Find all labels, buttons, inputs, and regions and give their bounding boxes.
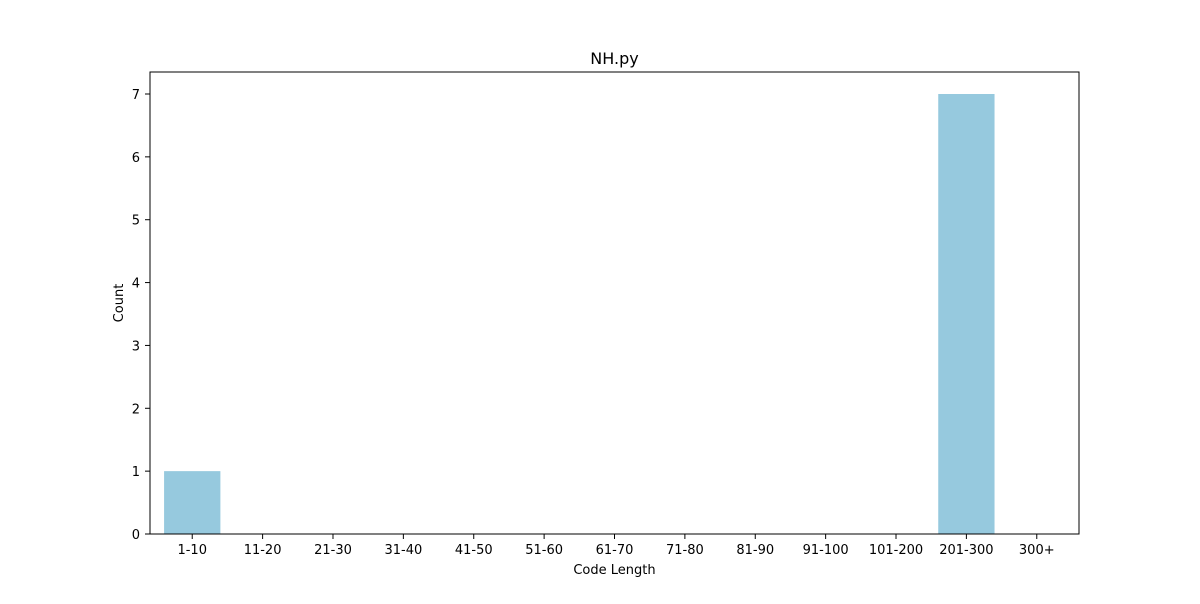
y-tick-label: 4 — [132, 277, 140, 292]
x-tick-label: 1-10 — [177, 543, 207, 558]
chart-title: NH.py — [590, 49, 638, 68]
y-tick-label: 1 — [132, 465, 140, 480]
bar-1-10 — [164, 471, 221, 534]
y-tick-label: 3 — [132, 339, 140, 354]
x-tick-label: 300+ — [1019, 543, 1055, 558]
bars-group — [164, 94, 995, 534]
y-tick-label: 0 — [132, 528, 140, 543]
x-axis-ticks: 1-10 11-20 21-30 31-40 41-50 51-60 61-70 71-80 8… — [177, 534, 1055, 558]
x-tick-label: 51-60 — [525, 543, 563, 558]
x-tick-label: 81-90 — [736, 543, 774, 558]
x-tick-label: 201-300 — [939, 543, 993, 558]
plot-area-frame — [149, 71, 1080, 535]
x-tick-label: 101-200 — [869, 543, 923, 558]
y-tick-label: 2 — [132, 402, 140, 417]
y-tick-label: 5 — [132, 214, 140, 229]
x-tick-label: 61-70 — [596, 543, 634, 558]
bar-201-300 — [938, 94, 995, 534]
x-tick-label: 31-40 — [384, 543, 422, 558]
y-axis-ticks: 0 1 2 3 4 5 6 7 — [132, 88, 150, 543]
x-tick-label: 91-100 — [803, 543, 849, 558]
x-axis-label: Code Length — [573, 563, 655, 578]
x-tick-label: 41-50 — [455, 543, 493, 558]
x-tick-label: 71-80 — [666, 543, 704, 558]
y-axis-label: Count — [112, 284, 127, 323]
y-tick-label: 7 — [132, 88, 140, 103]
y-tick-label: 6 — [132, 151, 140, 166]
x-tick-label: 11-20 — [244, 543, 282, 558]
x-tick-label: 21-30 — [314, 543, 352, 558]
